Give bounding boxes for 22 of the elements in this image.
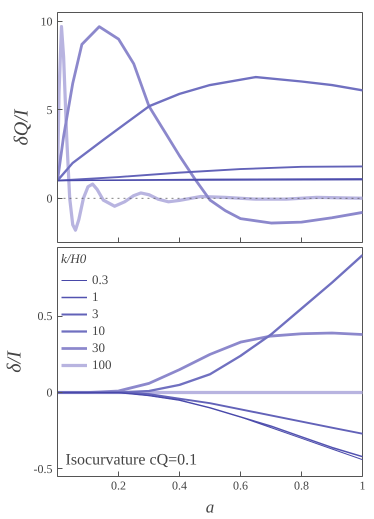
x-tick-label: 0.8 xyxy=(294,478,309,492)
legend-title: k/H0 xyxy=(61,251,88,267)
y-tick-label: -0.5 xyxy=(34,462,53,476)
legend-label: 100 xyxy=(92,357,112,373)
y-tick-label: 0 xyxy=(46,386,52,400)
annotation: Isocurvature cQ=0.1 xyxy=(66,452,198,468)
legend-label: 1 xyxy=(92,289,100,305)
legend-label: 30 xyxy=(92,340,106,356)
x-tick-label: 0.2 xyxy=(111,478,126,492)
x-axis-title: a xyxy=(206,498,214,516)
x-tick-label: 0.4 xyxy=(172,478,187,492)
y-tick-label: 5 xyxy=(46,102,52,117)
y-tick-label: 0 xyxy=(46,191,52,206)
x-tick-label: 0.6 xyxy=(233,478,248,492)
legend-label: 10 xyxy=(92,323,106,339)
y-axis-title: δQ/I xyxy=(10,108,32,146)
y-axis-title: δ/I xyxy=(4,350,26,373)
x-tick-label: 1 xyxy=(360,478,366,492)
legend-label: 0.3 xyxy=(92,272,110,288)
y-tick-label: 0.5 xyxy=(38,309,52,324)
y-tick-label: 10 xyxy=(40,14,52,28)
legend-label: 3 xyxy=(92,306,100,322)
